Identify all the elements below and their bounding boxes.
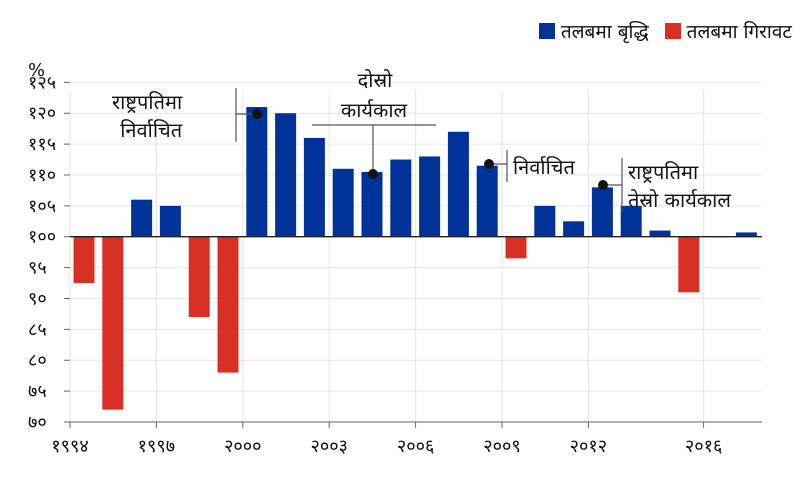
bar-increase: [563, 221, 585, 237]
annotation-first-term: राष्ट्रपतिमा निर्वाचित: [112, 88, 182, 144]
second-term-marker: [368, 169, 378, 179]
bar-increase: [735, 232, 757, 237]
y-tick-label: ७०: [28, 412, 47, 433]
annotation-second-term-title: दोस्रो: [357, 68, 393, 92]
legend: तलबमा बृद्धि तलबमा गिरावट: [538, 18, 792, 44]
y-unit-label: %: [28, 60, 46, 81]
first-term-marker: [252, 109, 262, 119]
y-tick-label: ७५: [28, 381, 47, 402]
bar-increase: [303, 137, 325, 237]
bar-increase: [534, 205, 556, 237]
x-tick-label: १९९७: [138, 436, 175, 457]
elected-marker: [484, 159, 494, 169]
x-tick-label: २००९: [483, 436, 520, 457]
x-tick-label: २००३: [310, 436, 347, 457]
y-tick-label: ११०: [28, 165, 56, 186]
annotation-second-term-sub: कार्यकाल: [340, 98, 408, 122]
bar-increase: [332, 168, 354, 237]
bar-decrease: [102, 236, 124, 410]
third-term-marker: [598, 180, 608, 190]
legend-swatch-increase: [538, 23, 555, 39]
annotation-elected: निर्वाचित: [513, 155, 575, 179]
bar-decrease: [678, 236, 700, 293]
bar-increase: [131, 199, 153, 237]
y-tick-label: १००: [28, 227, 56, 248]
annotation-first-term-line1: राष्ट्रपतिमा: [112, 90, 183, 114]
bar-increase: [275, 113, 297, 237]
y-tick-label: ११५: [28, 134, 56, 155]
legend-item-decrease: तलबमा गिरावट: [664, 18, 792, 44]
annotation-third-term: राष्ट्रपतिमा तेस्रो कार्यकाल: [628, 158, 731, 214]
annotation-markers: [235, 88, 623, 212]
y-tick-label: ९०: [28, 288, 47, 309]
y-tick-label: १२५: [28, 72, 56, 93]
bar-increase: [246, 107, 268, 237]
annotation-third-term-line1: राष्ट्रपतिमा: [628, 160, 699, 184]
legend-swatch-decrease: [664, 23, 681, 39]
bar-increase: [447, 131, 469, 237]
x-tick-label: २०१२: [570, 436, 607, 457]
x-tick-label: २००६: [397, 436, 434, 457]
y-tick-label: ८०: [28, 350, 47, 371]
annotation-first-term-line2: निर्वाचित: [120, 118, 183, 142]
x-tick-label: २०००: [224, 436, 261, 457]
bar-decrease: [217, 236, 239, 373]
legend-label-increase: तलबमा बृद्धि: [560, 21, 649, 43]
bar-increase: [419, 156, 441, 237]
bar-increase: [361, 171, 383, 237]
bar-increase: [649, 230, 671, 237]
bar-decrease: [73, 236, 95, 284]
y-tick-label: ८५: [28, 319, 47, 340]
y-tick-label: १०५: [28, 196, 56, 217]
y-tick-label: ९५: [28, 258, 47, 279]
bar-decrease: [505, 236, 527, 259]
y-tick-label: १२०: [28, 103, 56, 124]
bar-increase: [620, 205, 642, 237]
bar-increase: [159, 205, 181, 237]
bar-decrease: [188, 236, 210, 318]
bar-increase: [390, 159, 412, 237]
bar-increase: [591, 187, 613, 237]
bar-increase: [476, 165, 498, 237]
legend-item-increase: तलबमा बृद्धि: [538, 18, 649, 44]
x-tick-label: २०१६: [685, 436, 722, 457]
annotation-third-term-line2: तेस्रो कार्यकाल: [628, 188, 731, 212]
legend-label-decrease: तलबमा गिरावट: [686, 21, 792, 43]
x-tick-label: १९९४: [51, 436, 88, 457]
